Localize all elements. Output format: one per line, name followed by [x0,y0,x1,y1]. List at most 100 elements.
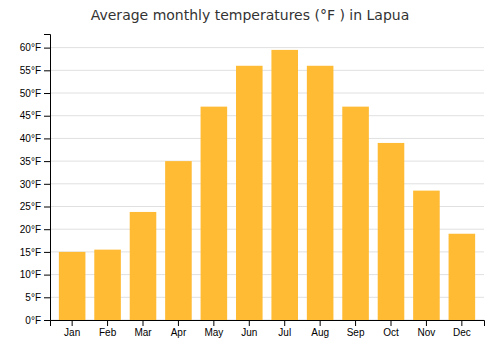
tick-mark [44,229,50,230]
tick-label: 35°F [20,156,41,167]
tick-mark [44,161,50,162]
tick: 15°F [20,247,50,258]
tick-label: 10°F [20,269,41,280]
tick: 10°F [20,269,50,280]
tick: 45°F [20,110,50,121]
grid-line [50,115,484,116]
bar [59,252,86,320]
grid-line [50,183,484,184]
chart: Average monthly temperatures (°F ) in La… [0,0,500,350]
tick-mark [44,207,50,208]
tick: Jul [278,320,291,338]
tick-mark [249,320,250,326]
tick: Mar [134,320,152,338]
tick-mark [320,320,321,326]
bar [130,212,157,320]
axis-line [51,321,485,327]
tick-label: Feb [99,327,117,338]
grid-line [50,47,484,48]
tick-mark [44,297,50,298]
bars [59,50,475,320]
tick: Aug [311,320,329,338]
bar [201,107,228,320]
tick: Jan [64,320,80,338]
grid-line [50,161,484,162]
tick-mark [426,320,427,326]
tick: Jun [241,320,257,338]
tick: Apr [171,320,187,338]
tick-label: 60°F [20,42,41,53]
tick-label: Jan [64,327,80,338]
tick-mark [355,320,356,326]
bar [307,66,334,320]
tick-label: May [204,327,223,338]
tick-mark [44,70,50,71]
tick-mark [44,93,50,94]
tick-label: 20°F [20,224,41,235]
tick-label: 45°F [20,110,41,121]
tick: Nov [418,320,436,338]
tick-label: 15°F [20,247,41,258]
bar [413,191,440,320]
tick-label: 5°F [25,292,41,303]
tick: Sep [347,320,365,338]
tick-label: 30°F [20,179,41,190]
axis-line [44,35,51,321]
x-axis: Jan Feb Mar Apr May Jun Jul Aug Sep Oct Nov Dec [51,320,485,338]
grid-line [50,138,484,139]
tick: 0°F [25,315,50,326]
tick-label: 25°F [20,201,41,212]
tick: Feb [99,320,117,338]
bar [236,66,263,320]
tick: 20°F [20,224,50,235]
bar [378,143,405,320]
grid-line [50,70,484,71]
tick: 5°F [25,292,50,303]
grid [50,48,484,320]
bar [271,50,298,320]
grid-line [50,93,484,94]
tick-label: Mar [134,327,152,338]
tick: 55°F [20,65,50,76]
tick: May [204,320,223,338]
tick-mark [461,320,462,326]
tick-mark [391,320,392,326]
tick-mark [44,252,50,253]
tick-label: Jul [278,327,291,338]
tick-mark [44,184,50,185]
tick-label: Sep [347,327,365,338]
bar [449,234,476,320]
y-axis: 0°F 5°F 10°F 15°F 20°F 25°F 30°F 35°F 40°F 45°F 50… [20,35,51,326]
tick: 60°F [20,42,50,53]
tick: 50°F [20,88,50,99]
tick-label: 40°F [20,133,41,144]
tick-mark [44,48,50,49]
tick: 40°F [20,133,50,144]
tick-mark [44,320,50,321]
tick-label: Jun [241,327,257,338]
tick-label: Dec [453,327,471,338]
tick-mark [44,138,50,139]
tick-mark [178,320,179,326]
tick-mark [284,320,285,326]
tick-label: Nov [418,327,436,338]
tick: 25°F [20,201,50,212]
tick-mark [72,320,73,326]
tick-mark [44,275,50,276]
tick-label: Aug [311,327,329,338]
bar [342,107,369,320]
tick: Oct [383,320,399,338]
tick: Dec [453,320,471,338]
tick-mark [44,116,50,117]
title: Average monthly temperatures (°F ) in La… [91,7,410,23]
tick-label: 0°F [25,315,41,326]
tick-label: Apr [171,327,187,338]
bar [165,161,192,320]
tick: 35°F [20,156,50,167]
tick-mark [213,320,214,326]
tick-label: 55°F [20,65,41,76]
bar [94,250,121,320]
tick: 30°F [20,179,50,190]
tick-label: Oct [383,327,399,338]
plot: Jan Feb Mar Apr May Jun Jul Aug Sep Oct Nov Dec 0°F 5… [20,35,485,339]
